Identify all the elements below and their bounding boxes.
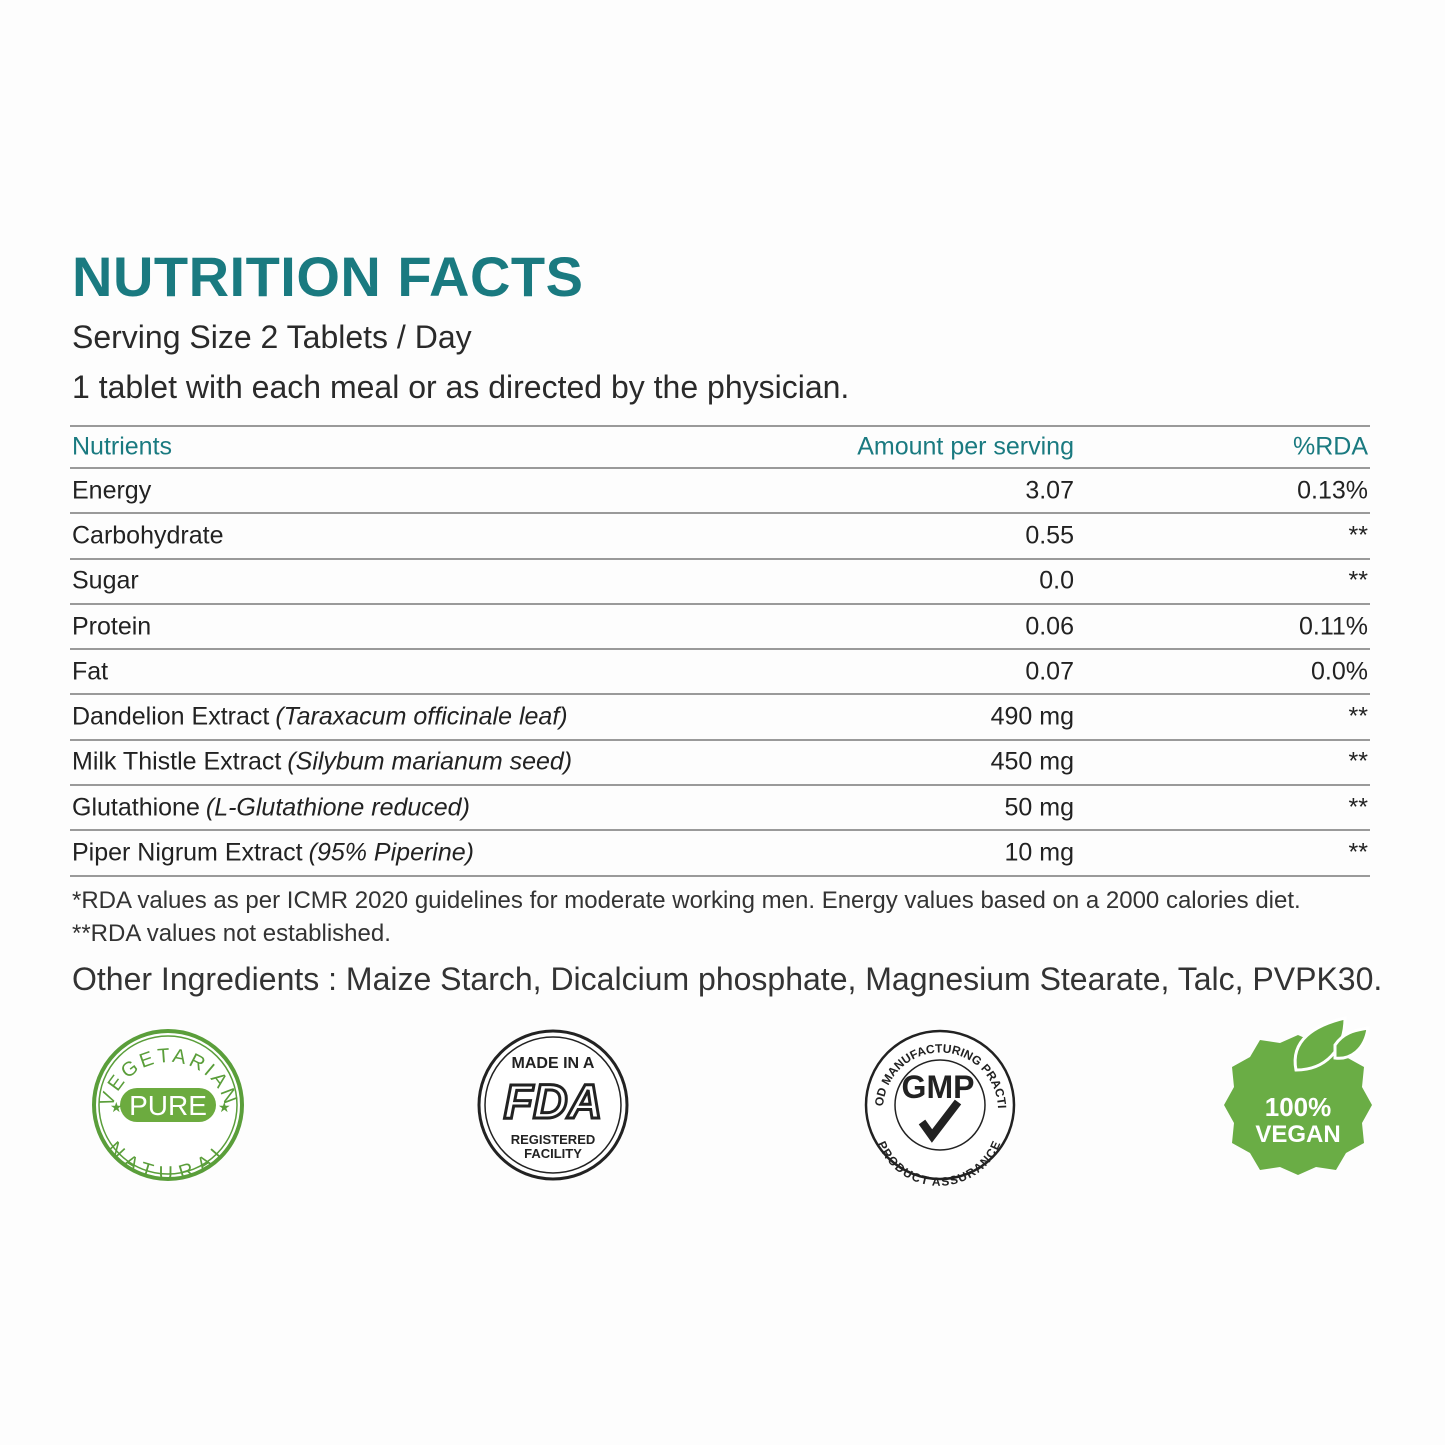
nutrient-detail: (Silybum marianum seed) [287,747,573,776]
nutrient-detail: (L-Glutathione reduced) [205,793,470,822]
nutrient-cell: Glutathione (L-Glutathione reduced) [72,793,470,822]
amount-cell: 3.07 [1025,476,1074,505]
star: ★ [218,1099,231,1115]
badge-text: 100% [1265,1092,1332,1122]
check-icon [918,1099,962,1143]
amount-cell: 450 mg [990,747,1074,776]
table-row: Sugar 0.0 ** [70,560,1370,605]
nutrient-cell: Piper Nigrum Extract (95% Piperine) [72,839,474,868]
rda-cell: ** [1348,702,1368,731]
table-row: Carbohydrate 0.55 ** [70,514,1370,560]
rda-cell: 0.13% [1297,476,1368,505]
other-ingredients: Other Ingredients : Maize Starch, Dicalc… [72,961,1383,997]
nutrient-name: Piper Nigrum Extract [72,838,303,867]
nutrient-name: Dandelion Extract [72,702,270,731]
nutrient-cell: Milk Thistle Extract (Silybum marianum se… [72,748,572,777]
nutrient-detail: (95% Piperine) [308,838,474,867]
nutrient-name: Glutathione [72,793,200,822]
column-header: Amount per serving [857,432,1074,461]
nutrient-name: Protein [72,612,152,641]
badge-text: GMP [902,1069,975,1105]
table-row: Milk Thistle Extract (Silybum marianum se… [70,741,1370,787]
nutrient-cell: Sugar [72,567,139,596]
footnote: *RDA values as per ICMR 2020 guidelines … [72,887,1301,914]
table-header: Nutrients Amount per serving %RDA [70,425,1370,469]
badge-text: PURE [129,1090,207,1121]
vegan-badge: 100% VEGAN [1224,1016,1372,1175]
rda-cell: ** [1348,838,1368,867]
badge-text: MADE IN A [512,1055,595,1072]
directions: 1 tablet with each meal or as directed b… [72,369,850,405]
amount-cell: 0.07 [1025,657,1074,686]
amount-cell: 10 mg [1004,838,1074,867]
serving-size: Serving Size 2 Tablets / Day [72,319,472,355]
rda-cell: ** [1348,521,1368,550]
star: ★ [110,1099,123,1115]
badge-text: FDA [504,1076,603,1129]
rda-cell: ** [1348,747,1368,776]
fda-badge: MADE IN A FDA REGISTERED FACILITY [477,1029,629,1181]
title: NUTRITION FACTS [72,245,584,308]
rda-cell: ** [1348,566,1368,595]
nutrient-cell: Fat [72,657,108,686]
table-row: Dandelion Extract (Taraxacum officinale l… [70,695,1370,741]
table-row: Piper Nigrum Extract (95% Piperine) 10 mg *… [70,831,1370,877]
nutrient-name: Fat [72,657,109,686]
column-header: %RDA [1292,432,1368,461]
rda-cell: ** [1348,793,1368,822]
table-row: Glutathione (L-Glutathione reduced) 50 mg *… [70,786,1370,832]
amount-cell: 0.06 [1025,612,1074,641]
table-row: Protein 0.06 0.11% [70,605,1370,651]
badge-text: VEGAN [1255,1121,1340,1148]
nutrient-name: Milk Thistle Extract [72,747,282,776]
nutrient-name: Sugar [72,566,139,595]
nutrient-cell: Protein [72,612,151,641]
rda-cell: 0.0% [1311,657,1368,686]
badges: VEGETARIAN PURE NATURAL ★ ★ MADE IN A FD… [0,1010,1372,1189]
amount-cell: 0.55 [1025,521,1074,550]
badge-text: FACILITY [524,1146,582,1161]
footnote: **RDA values not established. [72,920,391,947]
table-row: Fat 0.07 0.0% [70,650,1370,696]
nutrient-cell: Energy [72,476,151,505]
table-row: Energy 3.07 0.13% [70,469,1370,515]
nutrition-table: Nutrients Amount per serving %RDA Energy… [70,425,1370,877]
amount-cell: 50 mg [1004,793,1074,822]
nutrient-cell: Carbohydrate [72,521,223,550]
column-header: Nutrients [72,432,173,461]
badge-text: REGISTERED [511,1132,596,1147]
amount-cell: 490 mg [990,702,1074,731]
vegetarian-badge: VEGETARIAN PURE NATURAL ★ ★ [92,1029,244,1185]
nutrient-name: Carbohydrate [72,521,224,550]
nutrient-cell: Dandelion Extract (Taraxacum officinale l… [72,703,568,732]
rda-cell: 0.11% [1298,612,1368,641]
nutrient-detail: (Taraxacum officinale leaf) [275,702,568,731]
nutrient-name: Energy [72,476,152,505]
amount-cell: 0.0 [1039,566,1074,595]
